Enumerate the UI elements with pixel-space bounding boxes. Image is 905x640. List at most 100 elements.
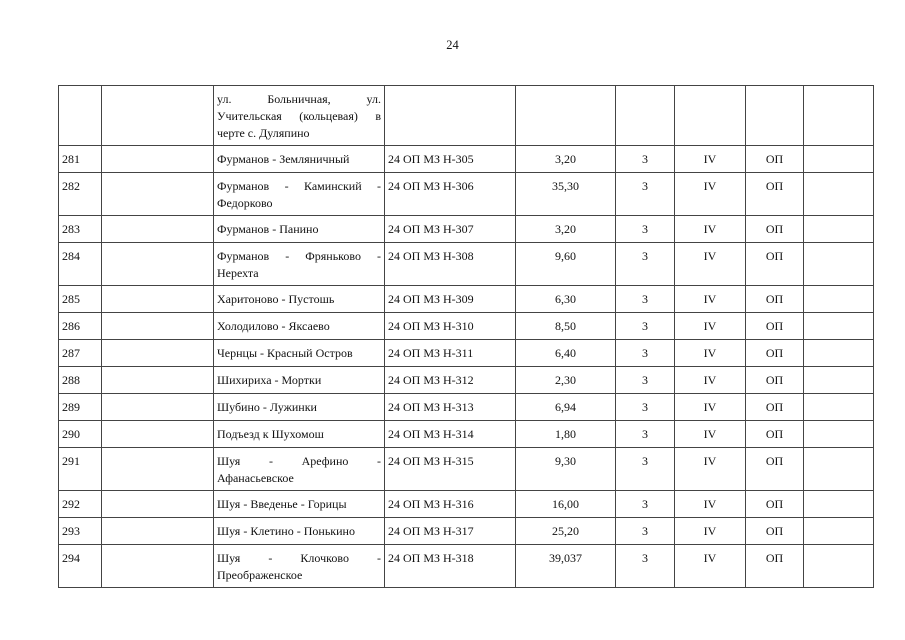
page-number: 24 (446, 38, 459, 52)
cell-id (101, 145, 214, 173)
cell-type: ОП (745, 145, 804, 173)
cell-class: IV (674, 490, 746, 518)
cell-class: IV (674, 242, 746, 286)
cell-note (803, 366, 874, 394)
cell-note (803, 172, 874, 216)
cell-code: 24 ОП МЗ Н-305 (384, 145, 516, 173)
cell-id (101, 215, 214, 243)
cell-id (101, 544, 214, 588)
cell-note (803, 312, 874, 340)
cell-id (101, 312, 214, 340)
cell-length: 3,20 (515, 145, 616, 173)
cell-type: ОП (745, 517, 804, 545)
cell-code: 24 ОП МЗ Н-315 (384, 447, 516, 491)
cell-code: 24 ОП МЗ Н-308 (384, 242, 516, 286)
cell-length: 8,50 (515, 312, 616, 340)
cell-name: ул. Больничная, ул. Учительская (кольцев… (213, 85, 385, 146)
cell-type: ОП (745, 339, 804, 367)
cell-length: 39,037 (515, 544, 616, 588)
cell-category: 3 (615, 393, 675, 421)
cell-name: Фурманов - Каминский - Федорково (213, 172, 385, 216)
cell-length: 3,20 (515, 215, 616, 243)
cell-id (101, 420, 214, 448)
cell-type: ОП (745, 447, 804, 491)
cell-note (803, 85, 874, 146)
cell-id (101, 85, 214, 146)
cell-note (803, 285, 874, 313)
cell-category: 3 (615, 544, 675, 588)
cell-category: 3 (615, 366, 675, 394)
cell-no (58, 85, 102, 146)
cell-code: 24 ОП МЗ Н-312 (384, 366, 516, 394)
cell-length: 16,00 (515, 490, 616, 518)
cell-id (101, 172, 214, 216)
table-row: 286 Холодилово - Яксаево 24 ОП МЗ Н-310 8,5… (58, 312, 874, 340)
cell-no: 282 (58, 172, 102, 216)
table-row: 293 Шуя - Клетино - Понькино 24 ОП МЗ Н-31… (58, 517, 874, 545)
cell-name: Шуя - Арефино - Афанасьевское (213, 447, 385, 491)
table-row: 292 Шуя - Введенье - Горицы 24 ОП МЗ Н-316… (58, 490, 874, 518)
cell-code: 24 ОП МЗ Н-316 (384, 490, 516, 518)
cell-length: 6,30 (515, 285, 616, 313)
cell-type: ОП (745, 285, 804, 313)
cell-length: 9,30 (515, 447, 616, 491)
cell-no: 288 (58, 366, 102, 394)
cell-class: IV (674, 393, 746, 421)
cell-name: Шуя - Введенье - Горицы (213, 490, 385, 518)
cell-category: 3 (615, 145, 675, 173)
cell-no: 292 (58, 490, 102, 518)
cell-class: IV (674, 215, 746, 243)
table-row: ул. Больничная, ул. Учительская (кольцев… (58, 85, 874, 146)
cell-note (803, 420, 874, 448)
cell-id (101, 490, 214, 518)
cell-type: ОП (745, 215, 804, 243)
table-row: 288 Шихириха - Мортки 24 ОП МЗ Н-312 2,30 3 I… (58, 366, 874, 394)
table-row: 281 Фурманов - Земляничный 24 ОП МЗ Н-305 3… (58, 145, 874, 173)
cell-name: Чернцы - Красный Остров (213, 339, 385, 367)
cell-id (101, 393, 214, 421)
cell-note (803, 145, 874, 173)
cell-note (803, 517, 874, 545)
cell-category: 3 (615, 172, 675, 216)
cell-category: 3 (615, 242, 675, 286)
cell-id (101, 366, 214, 394)
cell-code: 24 ОП МЗ Н-313 (384, 393, 516, 421)
cell-no: 281 (58, 145, 102, 173)
cell-type: ОП (745, 172, 804, 216)
roads-table: ул. Больничная, ул. Учительская (кольцев… (58, 85, 874, 588)
cell-type: ОП (745, 393, 804, 421)
cell-category: 3 (615, 339, 675, 367)
cell-class: IV (674, 544, 746, 588)
cell-category: 3 (615, 447, 675, 491)
cell-class: IV (674, 366, 746, 394)
cell-note (803, 242, 874, 286)
table-row: 285 Харитоново - Пустошь 24 ОП МЗ Н-309 6,3… (58, 285, 874, 313)
cell-length: 9,60 (515, 242, 616, 286)
table-row: 291 Шуя - Арефино - Афанасьевское 24 ОП МЗ… (58, 447, 874, 491)
cell-length: 35,30 (515, 172, 616, 216)
cell-class: IV (674, 285, 746, 313)
cell-class: IV (674, 420, 746, 448)
cell-name: Холодилово - Яксаево (213, 312, 385, 340)
cell-class: IV (674, 447, 746, 491)
cell-type: ОП (745, 420, 804, 448)
cell-no: 283 (58, 215, 102, 243)
table-row: 282 Фурманов - Каминский - Федорково 24 ОП… (58, 172, 874, 216)
cell-name: Харитоново - Пустошь (213, 285, 385, 313)
cell-no: 293 (58, 517, 102, 545)
table-row: 283 Фурманов - Панино 24 ОП МЗ Н-307 3,20 3 I… (58, 215, 874, 243)
cell-no: 285 (58, 285, 102, 313)
cell-note (803, 544, 874, 588)
cell-type: ОП (745, 312, 804, 340)
cell-code: 24 ОП МЗ Н-310 (384, 312, 516, 340)
cell-length: 6,40 (515, 339, 616, 367)
cell-id (101, 517, 214, 545)
cell-class: IV (674, 172, 746, 216)
cell-category: 3 (615, 517, 675, 545)
cell-no: 287 (58, 339, 102, 367)
cell-note (803, 339, 874, 367)
cell-no: 294 (58, 544, 102, 588)
cell-code: 24 ОП МЗ Н-306 (384, 172, 516, 216)
cell-code: 24 ОП МЗ Н-307 (384, 215, 516, 243)
cell-id (101, 242, 214, 286)
